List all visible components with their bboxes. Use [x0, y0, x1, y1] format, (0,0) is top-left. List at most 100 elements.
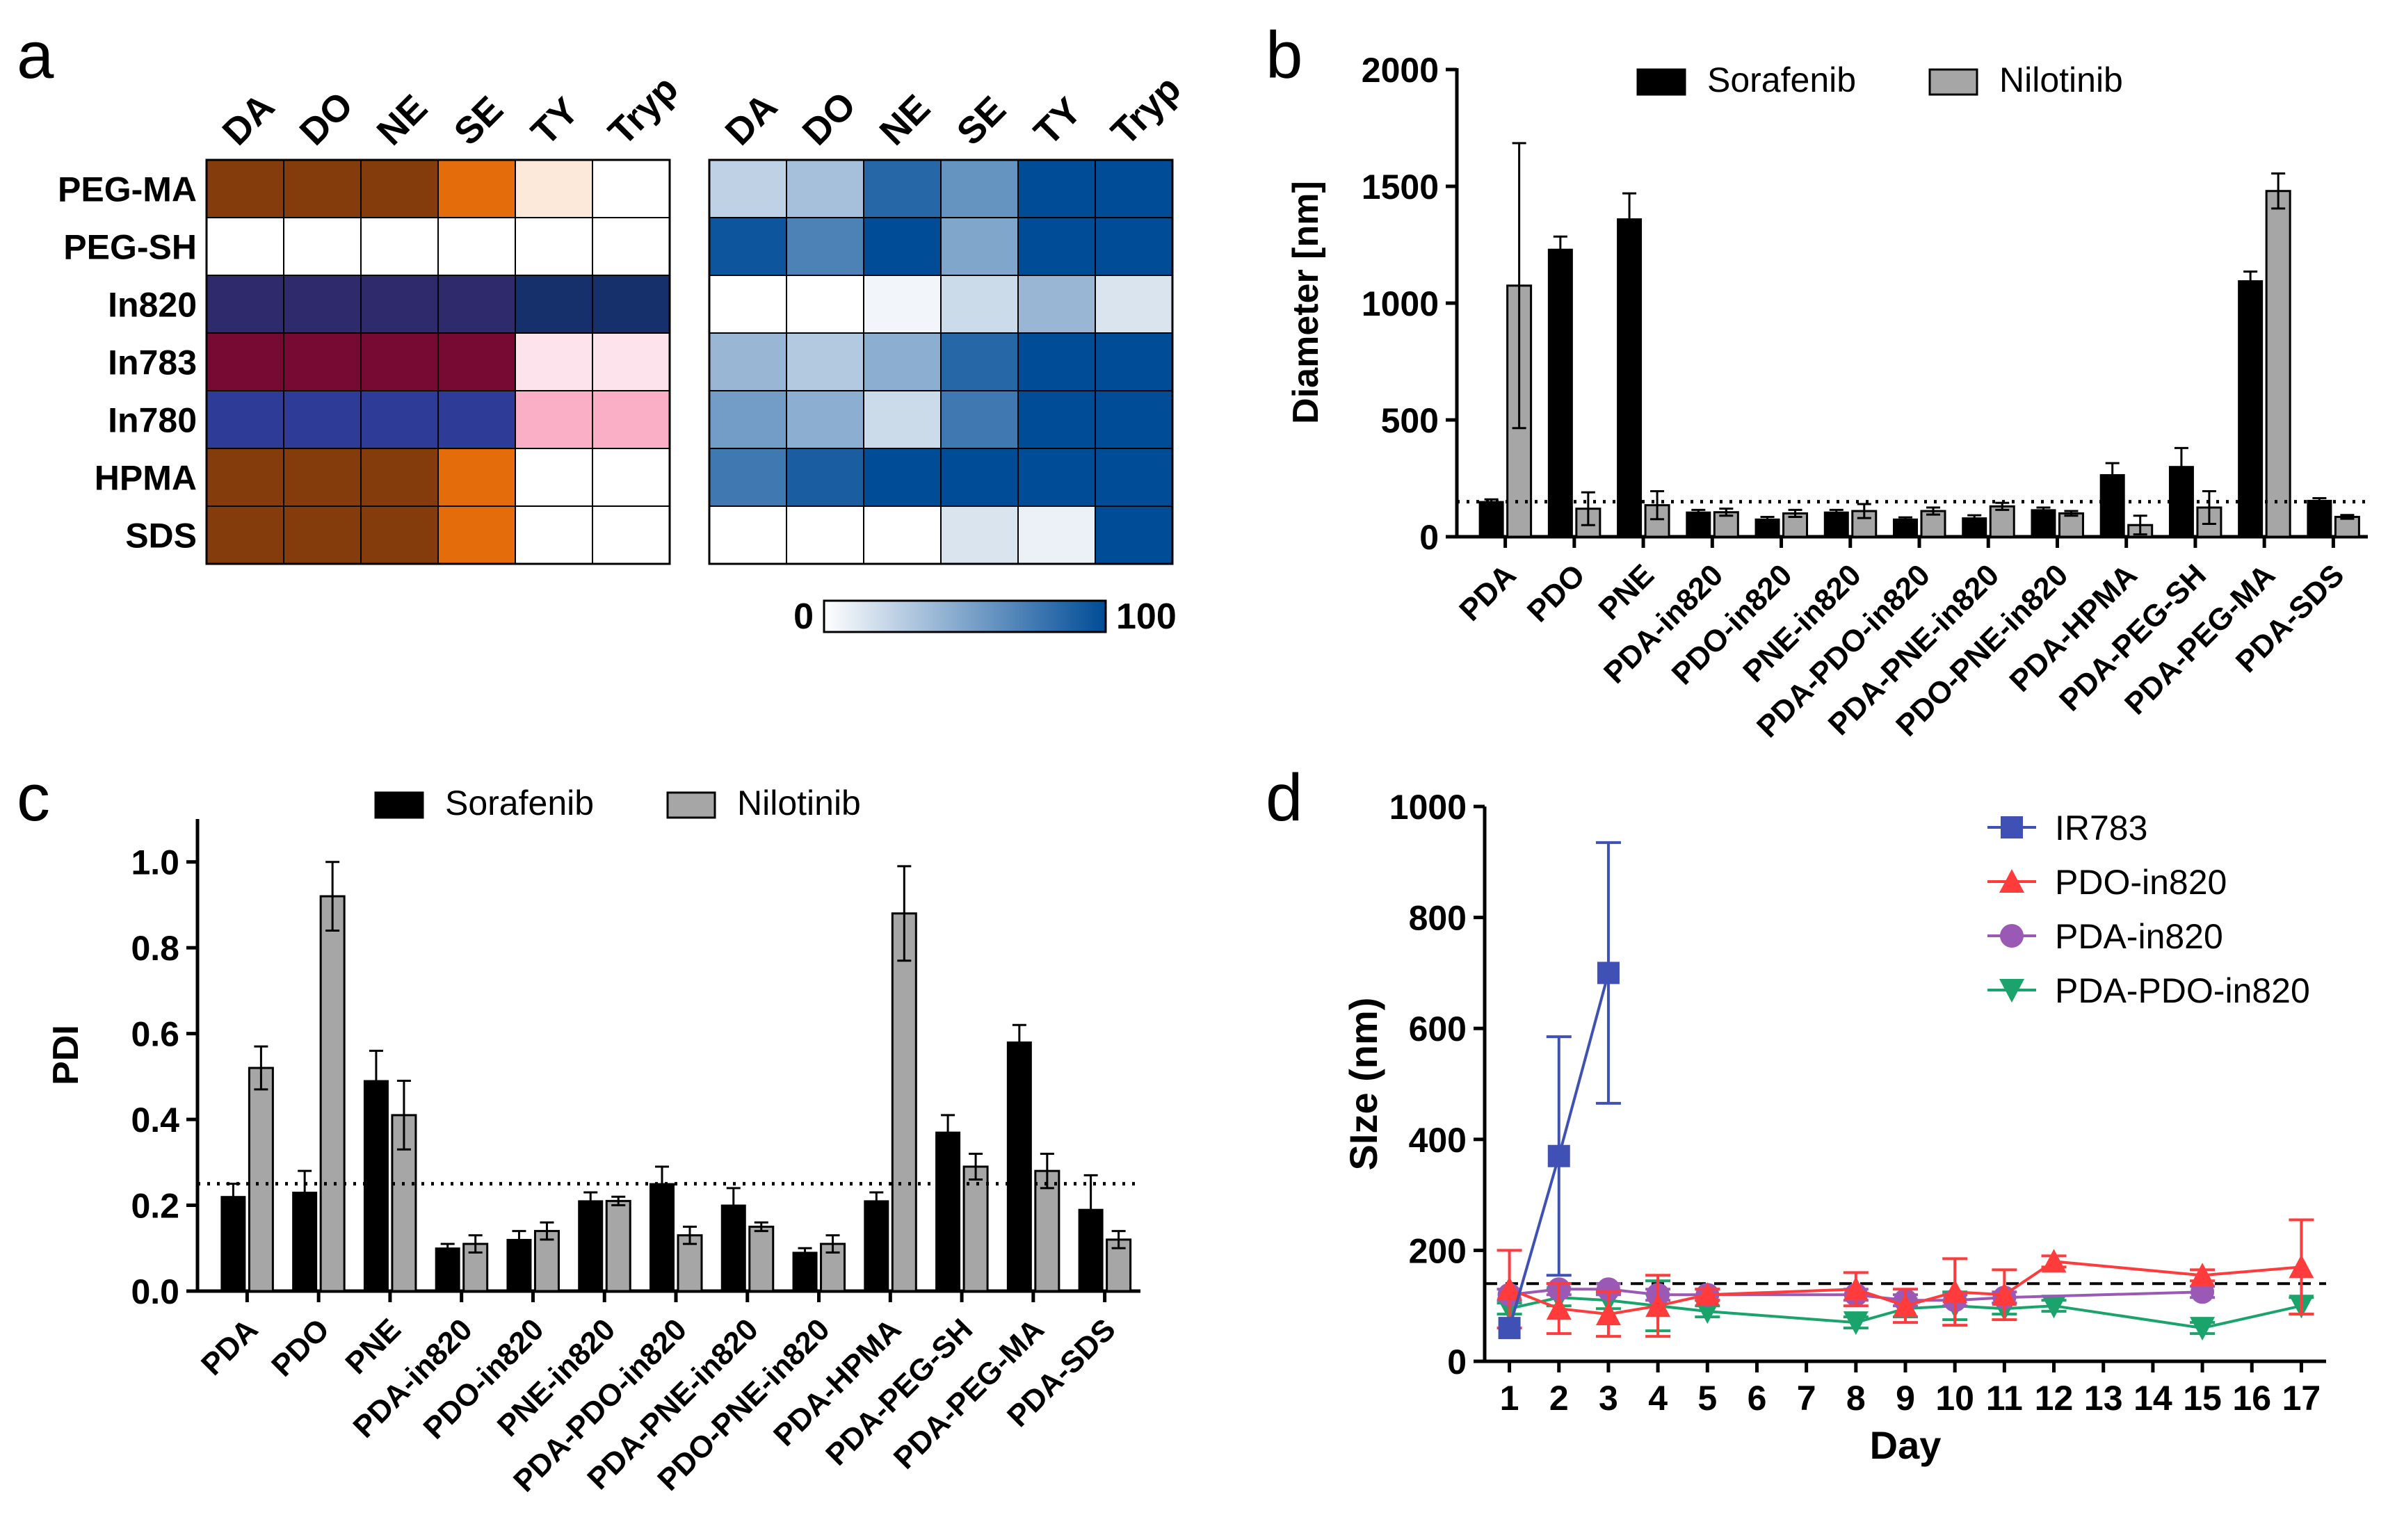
heatmap-right-cell — [1095, 505, 1173, 565]
heatmap-right-cell — [786, 332, 864, 391]
row-label: In820 — [108, 286, 197, 325]
heatmap-left-cell — [437, 275, 516, 334]
x-tick-label: PDO — [1521, 558, 1592, 629]
heatmap-right-cell — [786, 505, 864, 565]
heatmap-right-cell — [940, 159, 1019, 218]
bar-sorafenib — [1006, 1041, 1032, 1292]
legend-swatch-nilotinib — [1928, 68, 1978, 96]
heatmap-left-cell — [360, 332, 439, 391]
legend-label-pda_pdo_in820: PDA-PDO-in820 — [2055, 971, 2310, 1010]
heatmap-right-cell — [940, 332, 1019, 391]
bar-sorafenib — [864, 1200, 889, 1292]
heatmap-right-cell — [1095, 217, 1173, 276]
heatmap-right-cell — [940, 217, 1019, 276]
bar-nilotinib — [1989, 505, 2015, 538]
heatmap-left-cell — [206, 332, 284, 391]
heatmap-right-cell — [1017, 217, 1096, 276]
left-col-label: SE — [446, 88, 511, 153]
right-col-label: DO — [795, 84, 864, 154]
heatmap-left-cell — [283, 505, 362, 565]
heatmap-left-cell — [283, 275, 362, 334]
heatmap-left-cell — [206, 390, 284, 449]
bar-nilotinib — [2265, 190, 2291, 538]
x-tick-label: 15 — [2183, 1379, 2222, 1418]
heatmap-left-cell — [592, 217, 670, 276]
data-point-pda_pdo_in820 — [1843, 1311, 1869, 1336]
heatmap-right-cell — [940, 448, 1019, 507]
data-point-pda_pdo_in820 — [1695, 1300, 1720, 1324]
row-label: PEG-MA — [58, 170, 197, 209]
legend-label-nilotinib: Nilotinib — [737, 784, 861, 822]
heatmap-right-cell — [863, 217, 942, 276]
heatmap-left-cell — [437, 505, 516, 565]
heatmap-left-cell — [360, 159, 439, 218]
x-tick-label: PDO — [265, 1312, 336, 1383]
heatmap-right-cell — [709, 505, 787, 565]
panel-label-b: b — [1266, 18, 1302, 92]
heatmap-right-cell — [940, 275, 1019, 334]
heatmap-left-cell — [283, 217, 362, 276]
heatmap-left-cell — [283, 448, 362, 507]
heatmap-right-cell — [1095, 332, 1173, 391]
y-tick-label: 200 — [1409, 1231, 1467, 1270]
heatmap-left-cell — [592, 332, 670, 391]
y-axis-label: PDI — [46, 1025, 86, 1085]
bar-nilotinib — [2058, 512, 2084, 538]
heatmap-left-cell — [515, 390, 593, 449]
row-label: In783 — [108, 343, 197, 382]
heatmap-right-cell — [1017, 505, 1096, 565]
heatmap-left-cell — [515, 448, 593, 507]
legend-label-sorafenib: Sorafenib — [445, 784, 594, 822]
heatmap-right-cell — [786, 275, 864, 334]
x-tick-label: 7 — [1797, 1379, 1816, 1418]
x-tick-label: 11 — [1986, 1379, 2023, 1418]
y-tick-label: 0.2 — [131, 1187, 179, 1226]
right-col-label: SE — [949, 88, 1014, 153]
right-col-label: TY — [1026, 90, 1090, 153]
legend-label-pdo_in820: PDO-in820 — [2055, 863, 2227, 902]
legend-marker-ir783 — [2001, 816, 2023, 838]
bar-sorafenib — [2031, 509, 2056, 537]
x-tick-label: 9 — [1896, 1379, 1915, 1418]
heatmap-left-cell — [206, 159, 284, 218]
heatmap-left-cell — [592, 159, 670, 218]
data-point-pdo_in820 — [2289, 1254, 2314, 1279]
heatmap-right-cell — [863, 332, 942, 391]
y-tick-label: 2000 — [1362, 51, 1439, 90]
bar-sorafenib — [720, 1204, 746, 1292]
x-axis-label: Day — [1870, 1423, 1942, 1467]
x-tick-label: 6 — [1748, 1379, 1767, 1418]
row-label: PEG-SH — [63, 228, 197, 267]
legend-swatch-sorafenib — [1636, 68, 1686, 96]
y-tick-label: 1500 — [1362, 168, 1439, 206]
bar-sorafenib — [935, 1131, 961, 1292]
bar-sorafenib — [363, 1080, 389, 1292]
data-point-pda_in820 — [1596, 1277, 1620, 1302]
heatmap-right-cell — [1095, 390, 1173, 449]
y-tick-label: 0.4 — [131, 1101, 179, 1140]
data-point-pdo_in820 — [1546, 1296, 1572, 1320]
bar-sorafenib — [435, 1247, 460, 1292]
heatmap-right-cell — [863, 159, 942, 218]
x-tick-label: 12 — [2035, 1379, 2074, 1418]
panel-label-c: c — [17, 761, 50, 835]
left-col-label: DO — [292, 84, 362, 154]
colorbar-max-label: 100 — [1116, 597, 1177, 637]
y-tick-label: 0.0 — [131, 1272, 179, 1311]
series-line-pda_in820 — [1509, 1288, 2203, 1302]
y-axis-label: SIze (nm) — [1341, 998, 1385, 1171]
left-col-label: TY — [524, 90, 587, 153]
x-tick-label: 8 — [1846, 1379, 1866, 1418]
heatmap-right-cell — [940, 505, 1019, 565]
legend-marker-pdo_in820 — [1999, 869, 2024, 893]
bar-sorafenib — [1617, 218, 1643, 537]
data-point-ir783 — [1498, 1317, 1521, 1340]
y-tick-label: 600 — [1409, 1010, 1467, 1048]
heatmap-right-cell — [786, 217, 864, 276]
heatmap-right-cell — [940, 390, 1019, 449]
heatmap-left-cell — [515, 505, 593, 565]
data-point-ir783 — [1547, 1144, 1570, 1167]
